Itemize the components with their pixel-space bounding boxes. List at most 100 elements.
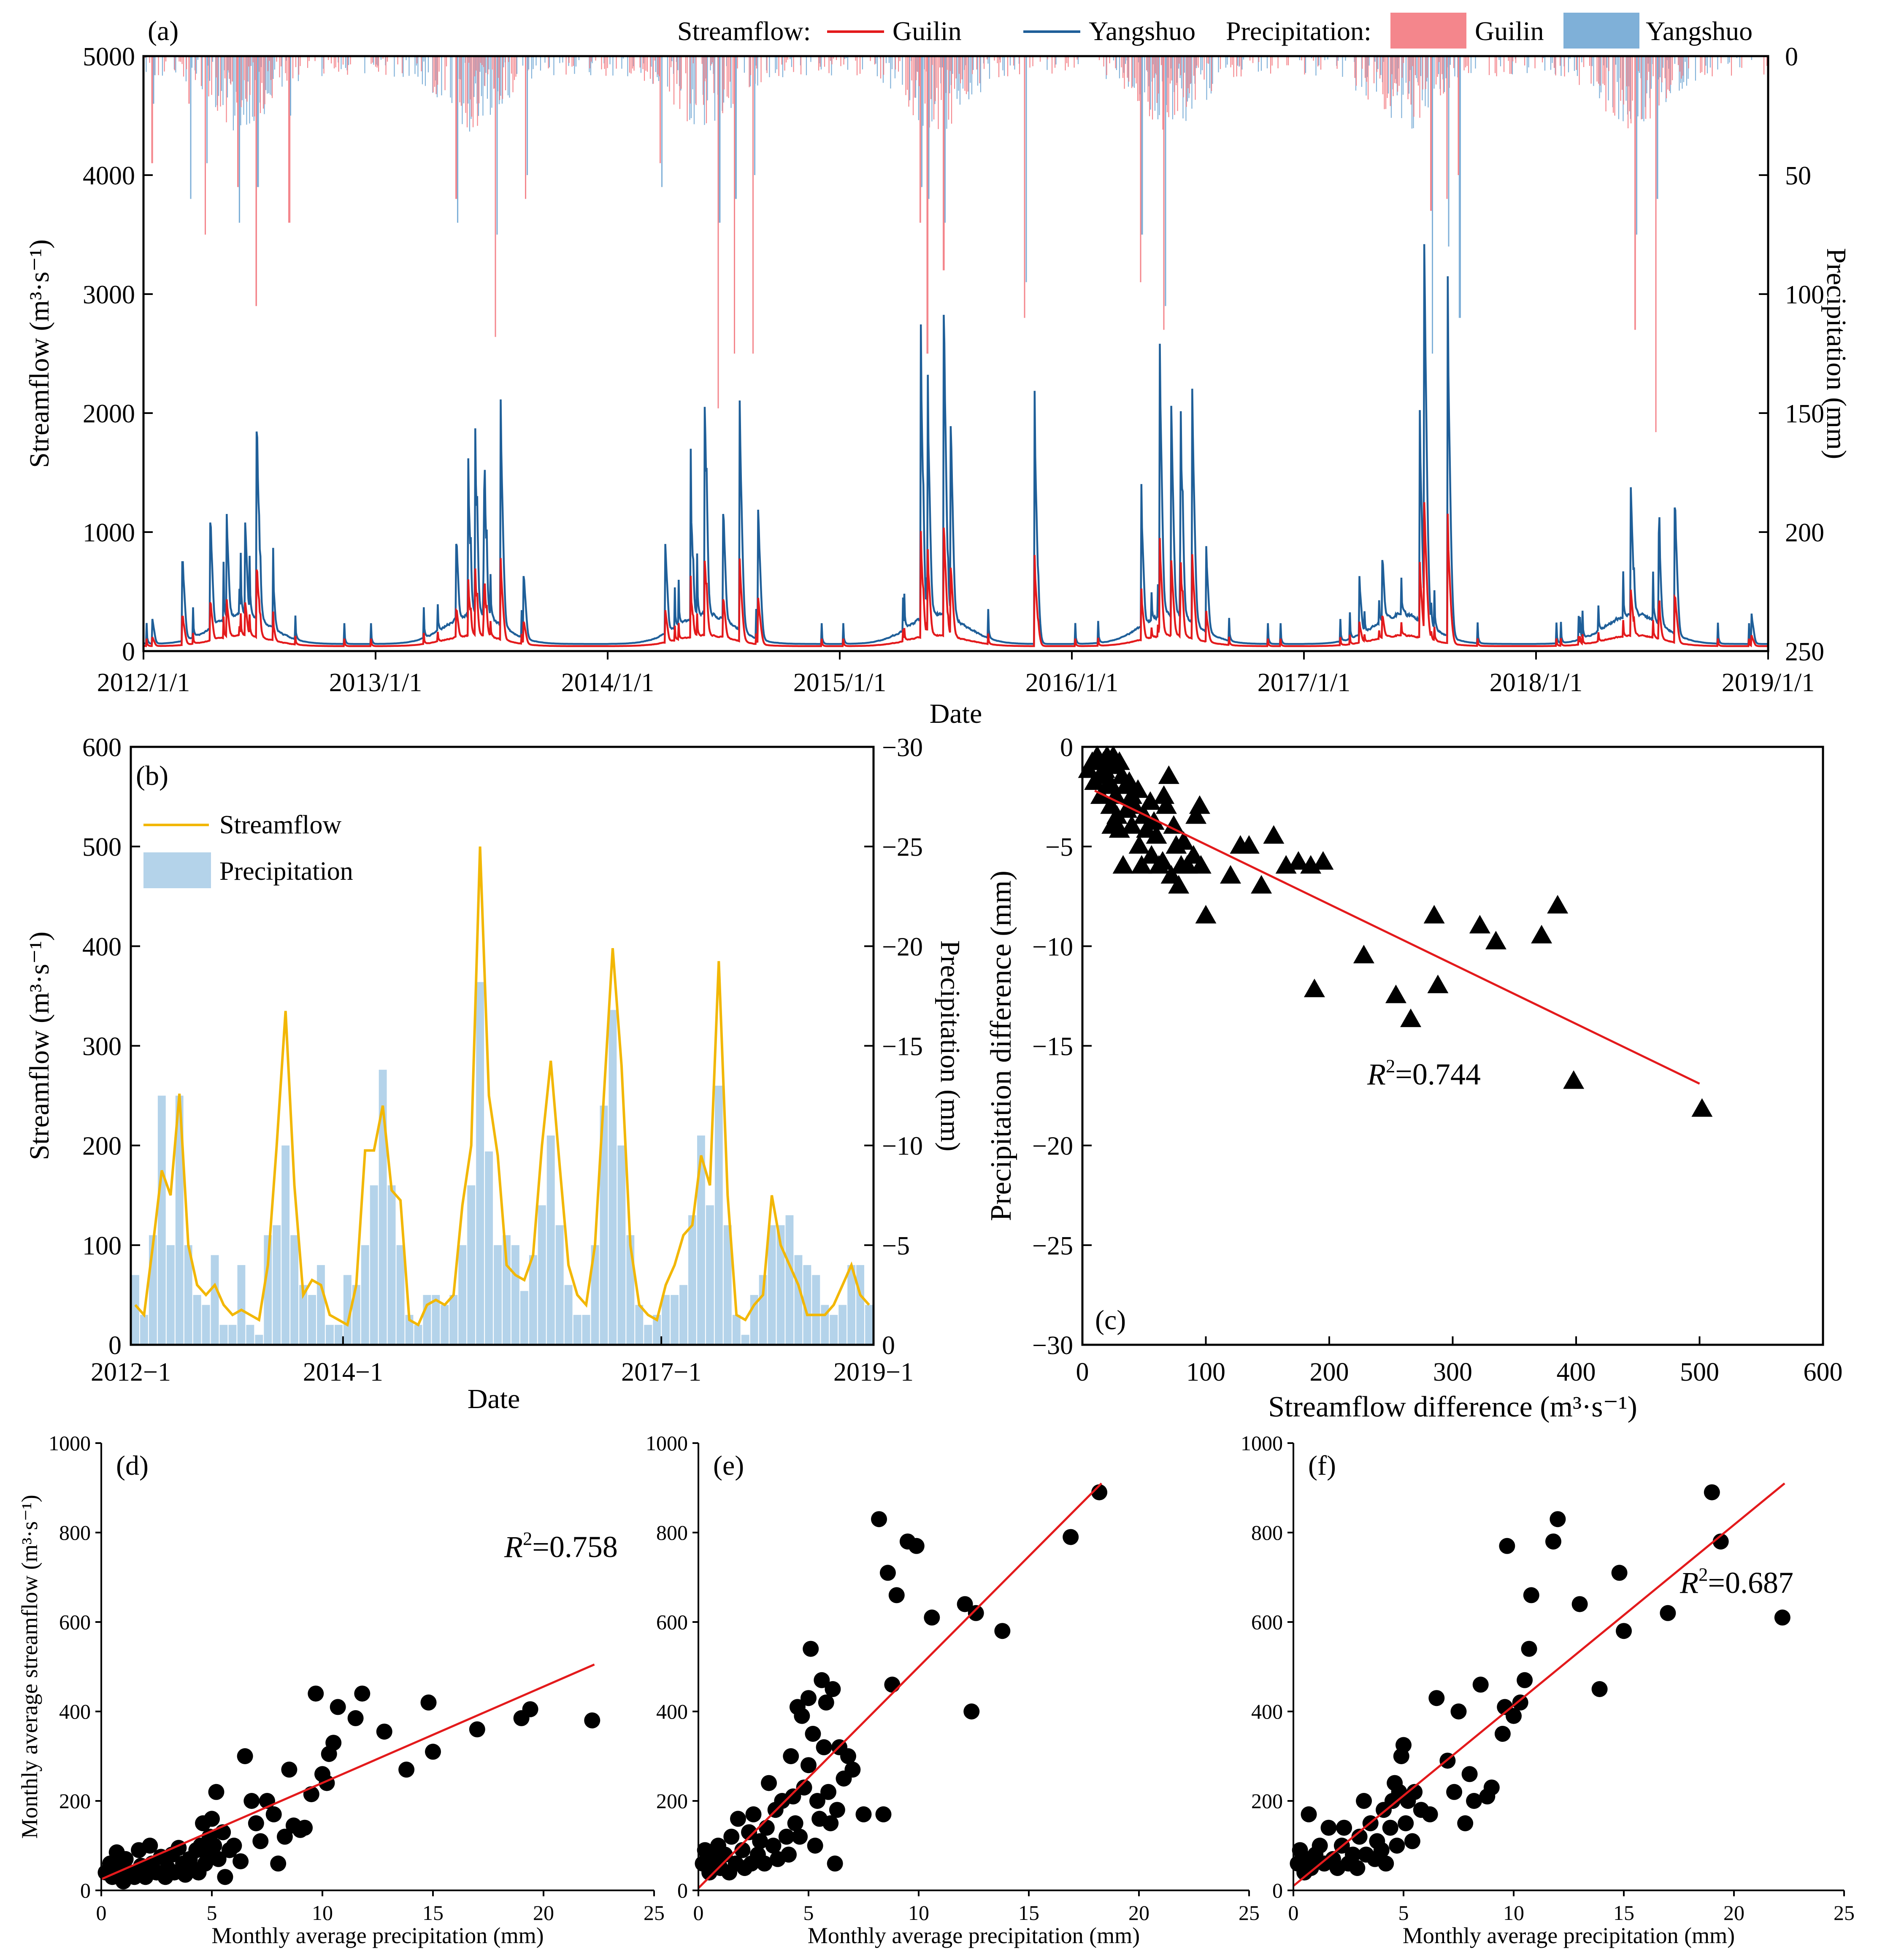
scatter-point xyxy=(1704,1484,1720,1500)
y-tick-label: 0 xyxy=(1272,1879,1283,1902)
y-tick-label-left: 2000 xyxy=(83,400,135,428)
scatter-point xyxy=(1531,925,1552,944)
y-tick-label-right: 200 xyxy=(1785,519,1824,547)
precip-bar xyxy=(564,1285,573,1345)
precip-bar xyxy=(609,1010,617,1345)
y-tick-label: 1000 xyxy=(49,1431,91,1455)
y-tick-label: 1000 xyxy=(1241,1431,1283,1455)
scatter-point xyxy=(803,1641,819,1657)
panel-label: (e) xyxy=(713,1450,744,1481)
scatter-point xyxy=(875,1806,892,1822)
y-tick-label: 400 xyxy=(656,1700,688,1723)
x-tick-label: 2016/1/1 xyxy=(1025,668,1118,697)
scatter-point xyxy=(233,1853,249,1870)
scatter-point xyxy=(968,1605,984,1621)
scatter-point xyxy=(827,1855,843,1872)
precip-bar xyxy=(830,1315,838,1345)
precip-bar xyxy=(458,1245,467,1345)
y-tick-label-left: 3000 xyxy=(83,281,135,309)
x-tick-label: 25 xyxy=(644,1901,665,1925)
streamflow-line-yangshuo xyxy=(143,244,1769,645)
scatter-point xyxy=(1173,831,1194,850)
scatter-point xyxy=(469,1721,485,1738)
scatter-point xyxy=(1550,1511,1566,1527)
scatter-point xyxy=(1373,1842,1390,1858)
scatter-point xyxy=(1287,851,1309,870)
y-tick-label-left: 400 xyxy=(82,933,122,961)
fit-line xyxy=(698,1482,1103,1889)
precip-bar xyxy=(794,1255,803,1345)
precip-bar xyxy=(131,1275,139,1345)
x-tick-label: 0 xyxy=(96,1901,107,1925)
scatter-point xyxy=(1320,1819,1337,1836)
scatter-point xyxy=(1512,1694,1528,1711)
scatter-point xyxy=(584,1712,600,1729)
scatter-point xyxy=(1398,1815,1414,1831)
scatter-point xyxy=(1139,791,1161,810)
scatter-point xyxy=(1523,1587,1539,1603)
scatter-point xyxy=(376,1723,392,1740)
scatter-point xyxy=(237,1748,253,1764)
scatter-point xyxy=(1312,851,1334,870)
scatter-point xyxy=(1349,1860,1366,1876)
y-tick-label: −25 xyxy=(1032,1232,1073,1260)
streamflow-line xyxy=(134,846,870,1327)
scatter-point xyxy=(752,1833,768,1849)
scatter-point xyxy=(1128,835,1150,854)
scatter-point xyxy=(818,1694,834,1711)
y-tick-label: 400 xyxy=(1251,1700,1283,1723)
x-tick-label: 2017/1/1 xyxy=(1258,668,1350,697)
y-tick-label-left: 4000 xyxy=(83,162,135,190)
scatter-point xyxy=(1112,855,1134,874)
precip-bar xyxy=(644,1325,652,1345)
scatter-point xyxy=(741,1824,757,1841)
scatter-point xyxy=(1251,875,1272,894)
y-tick-label: 200 xyxy=(59,1789,91,1813)
scatter-point xyxy=(1450,1703,1467,1719)
precip-bar xyxy=(441,1305,449,1345)
scatter-point xyxy=(1220,865,1241,884)
x-tick-label: 0 xyxy=(1076,1358,1089,1387)
scatter-point xyxy=(1190,855,1212,874)
scatter-point xyxy=(807,1838,823,1854)
precip-bar xyxy=(246,1325,254,1345)
x-tick-label: 15 xyxy=(1018,1901,1039,1925)
panel-d xyxy=(97,1663,600,1890)
scatter-point xyxy=(820,1784,836,1800)
x-tick-label: 15 xyxy=(1613,1901,1634,1925)
legend-label-yangshuo-precip: Yangshuo xyxy=(1646,16,1753,46)
scatter-point xyxy=(1123,795,1145,814)
y-tick-label: 600 xyxy=(656,1610,688,1634)
precip-bar xyxy=(334,1325,343,1345)
x-tick-label: 200 xyxy=(1310,1358,1349,1387)
scatter-point xyxy=(270,1855,287,1872)
scatter-point xyxy=(297,1819,313,1836)
y-tick-label-left: 600 xyxy=(82,733,122,762)
scatter-point xyxy=(1344,1846,1361,1863)
scatter-point xyxy=(1378,1855,1394,1872)
precip-bar xyxy=(370,1185,378,1345)
precip-bar xyxy=(679,1285,687,1345)
scatter-point xyxy=(1155,795,1177,814)
y-tick-label: 800 xyxy=(59,1521,91,1544)
precip-bar xyxy=(308,1295,316,1345)
scatter-point xyxy=(398,1761,415,1778)
precip-bar xyxy=(281,1145,290,1345)
scatter-point xyxy=(994,1623,1011,1639)
panel-e xyxy=(695,1482,1108,1889)
y-tick-label-right: 100 xyxy=(1785,281,1824,309)
scatter-point xyxy=(1168,875,1190,894)
scatter-point xyxy=(1158,765,1179,784)
panel-a xyxy=(143,56,1769,648)
fit-line xyxy=(1293,1482,1785,1887)
precip-bar xyxy=(387,1185,396,1345)
scatter-point xyxy=(957,1596,973,1612)
x-axis-label: Monthly average precipitation (mm) xyxy=(211,1923,544,1948)
scatter-point xyxy=(208,1784,224,1800)
scatter-point xyxy=(1109,751,1130,770)
precip-bar xyxy=(573,1315,581,1345)
scatter-point xyxy=(347,1710,364,1726)
precip-bar xyxy=(741,1335,749,1345)
y-tick-label: 600 xyxy=(1251,1610,1283,1634)
scatter-point xyxy=(723,1828,740,1845)
